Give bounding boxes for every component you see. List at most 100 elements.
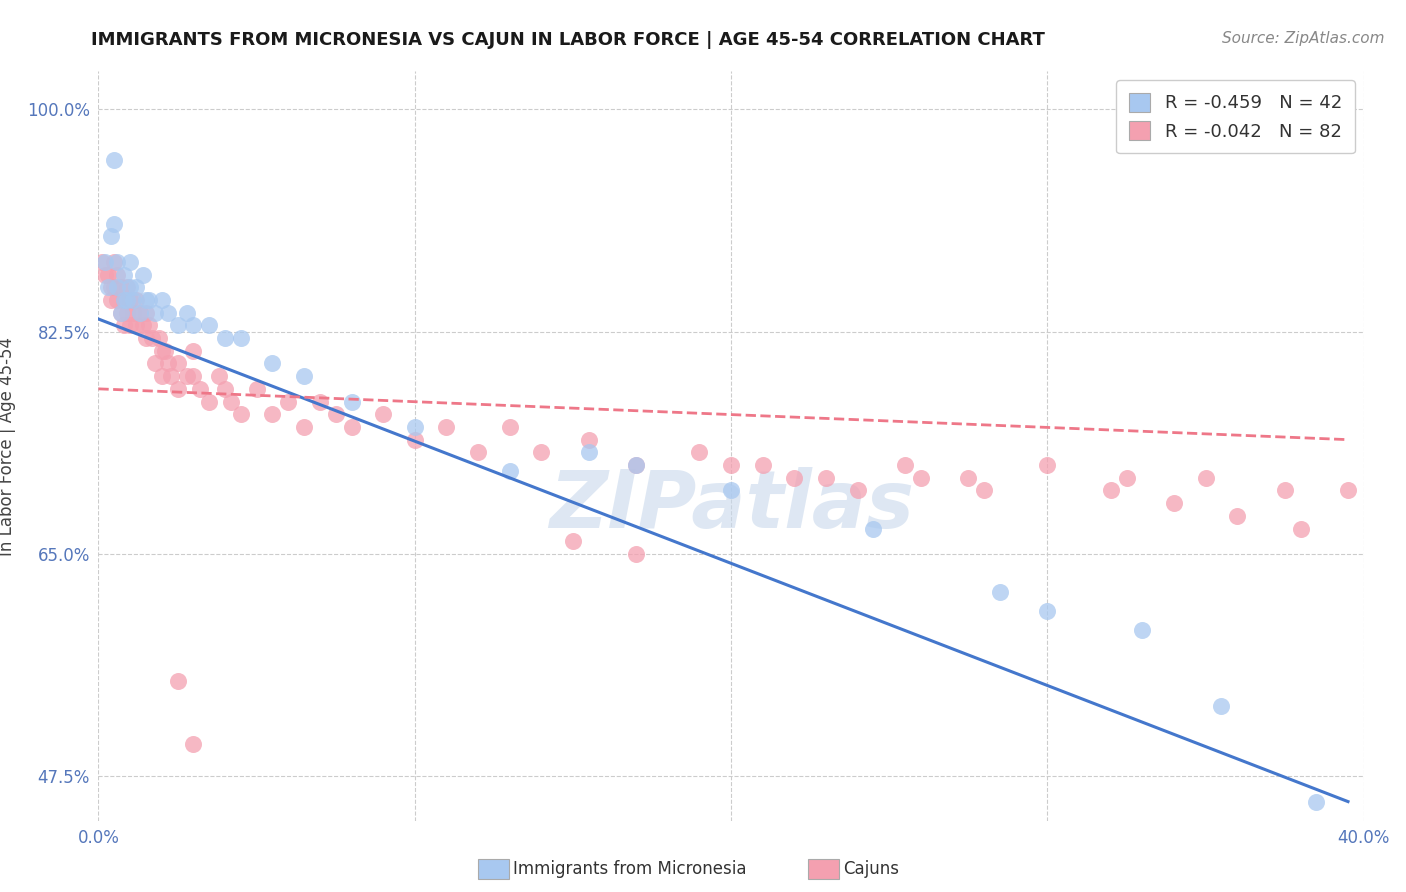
Point: [262, 407, 284, 421]
Point: [1194, 471, 1216, 485]
Point: [1130, 623, 1153, 637]
Point: [110, 306, 132, 320]
Point: [122, 293, 145, 307]
Point: [498, 464, 520, 478]
Point: [107, 280, 129, 294]
Point: [150, 369, 173, 384]
Point: [208, 369, 231, 384]
Point: [578, 445, 600, 459]
Point: [340, 394, 363, 409]
Point: [1337, 483, 1360, 498]
Point: [115, 280, 138, 294]
Point: [1305, 795, 1327, 809]
Point: [371, 407, 394, 421]
Point: [166, 382, 188, 396]
Point: [1289, 522, 1312, 536]
Point: [720, 483, 742, 498]
Point: [624, 458, 647, 472]
Point: [150, 293, 173, 307]
Point: [183, 738, 205, 752]
Point: [107, 268, 129, 282]
Point: [404, 433, 426, 447]
Point: [292, 369, 315, 384]
Point: [814, 471, 837, 485]
Point: [436, 420, 458, 434]
Point: [340, 420, 363, 434]
Point: [176, 369, 198, 384]
Point: [107, 255, 129, 269]
Point: [135, 293, 157, 307]
Point: [125, 280, 148, 294]
Point: [150, 343, 173, 358]
Point: [128, 306, 150, 320]
Point: [1099, 483, 1122, 498]
Point: [97, 268, 120, 282]
Point: [115, 293, 138, 307]
Point: [110, 306, 132, 320]
Point: [135, 331, 157, 345]
Point: [125, 293, 148, 307]
Point: [120, 318, 141, 333]
Point: [309, 394, 332, 409]
Point: [783, 471, 806, 485]
Point: [90, 255, 112, 269]
Point: [145, 306, 166, 320]
Point: [112, 293, 135, 307]
Point: [1163, 496, 1185, 510]
Point: [262, 356, 284, 370]
Point: [988, 585, 1011, 599]
Point: [277, 394, 299, 409]
Point: [145, 356, 166, 370]
Point: [292, 420, 315, 434]
Point: [219, 394, 243, 409]
Text: IMMIGRANTS FROM MICRONESIA VS CAJUN IN LABOR FORCE | AGE 45-54 CORRELATION CHART: IMMIGRANTS FROM MICRONESIA VS CAJUN IN L…: [91, 31, 1045, 49]
Point: [624, 458, 647, 472]
Point: [135, 306, 157, 320]
Legend: R = -0.459   N = 42, R = -0.042   N = 82: R = -0.459 N = 42, R = -0.042 N = 82: [1116, 80, 1355, 153]
Point: [110, 280, 132, 294]
Point: [720, 458, 742, 472]
Point: [229, 407, 252, 421]
Point: [1211, 699, 1233, 714]
Point: [100, 293, 122, 307]
Point: [120, 293, 141, 307]
Point: [578, 433, 600, 447]
Point: [498, 420, 520, 434]
Point: [229, 331, 252, 345]
Point: [112, 293, 135, 307]
Point: [166, 673, 188, 688]
Point: [93, 268, 117, 282]
Point: [214, 382, 236, 396]
Point: [103, 217, 125, 231]
Point: [107, 293, 129, 307]
Point: [157, 356, 180, 370]
Point: [103, 153, 125, 168]
Point: [120, 280, 141, 294]
Point: [530, 445, 553, 459]
Point: [97, 280, 120, 294]
Text: Immigrants from Micronesia: Immigrants from Micronesia: [513, 860, 747, 878]
Point: [1115, 471, 1137, 485]
Point: [862, 522, 884, 536]
Point: [467, 445, 489, 459]
Point: [141, 331, 163, 345]
Point: [93, 255, 117, 269]
Y-axis label: In Labor Force | Age 45-54: In Labor Force | Age 45-54: [0, 336, 15, 556]
Point: [112, 268, 135, 282]
Point: [1036, 458, 1059, 472]
Point: [176, 306, 198, 320]
Point: [1036, 604, 1059, 618]
Point: [183, 318, 205, 333]
Point: [125, 318, 148, 333]
Point: [103, 280, 125, 294]
Point: [973, 483, 995, 498]
Point: [112, 318, 135, 333]
Point: [957, 471, 980, 485]
Point: [846, 483, 869, 498]
Point: [115, 306, 138, 320]
Point: [1226, 508, 1249, 523]
Point: [160, 369, 183, 384]
Point: [624, 547, 647, 561]
Point: [246, 382, 269, 396]
Point: [166, 318, 188, 333]
